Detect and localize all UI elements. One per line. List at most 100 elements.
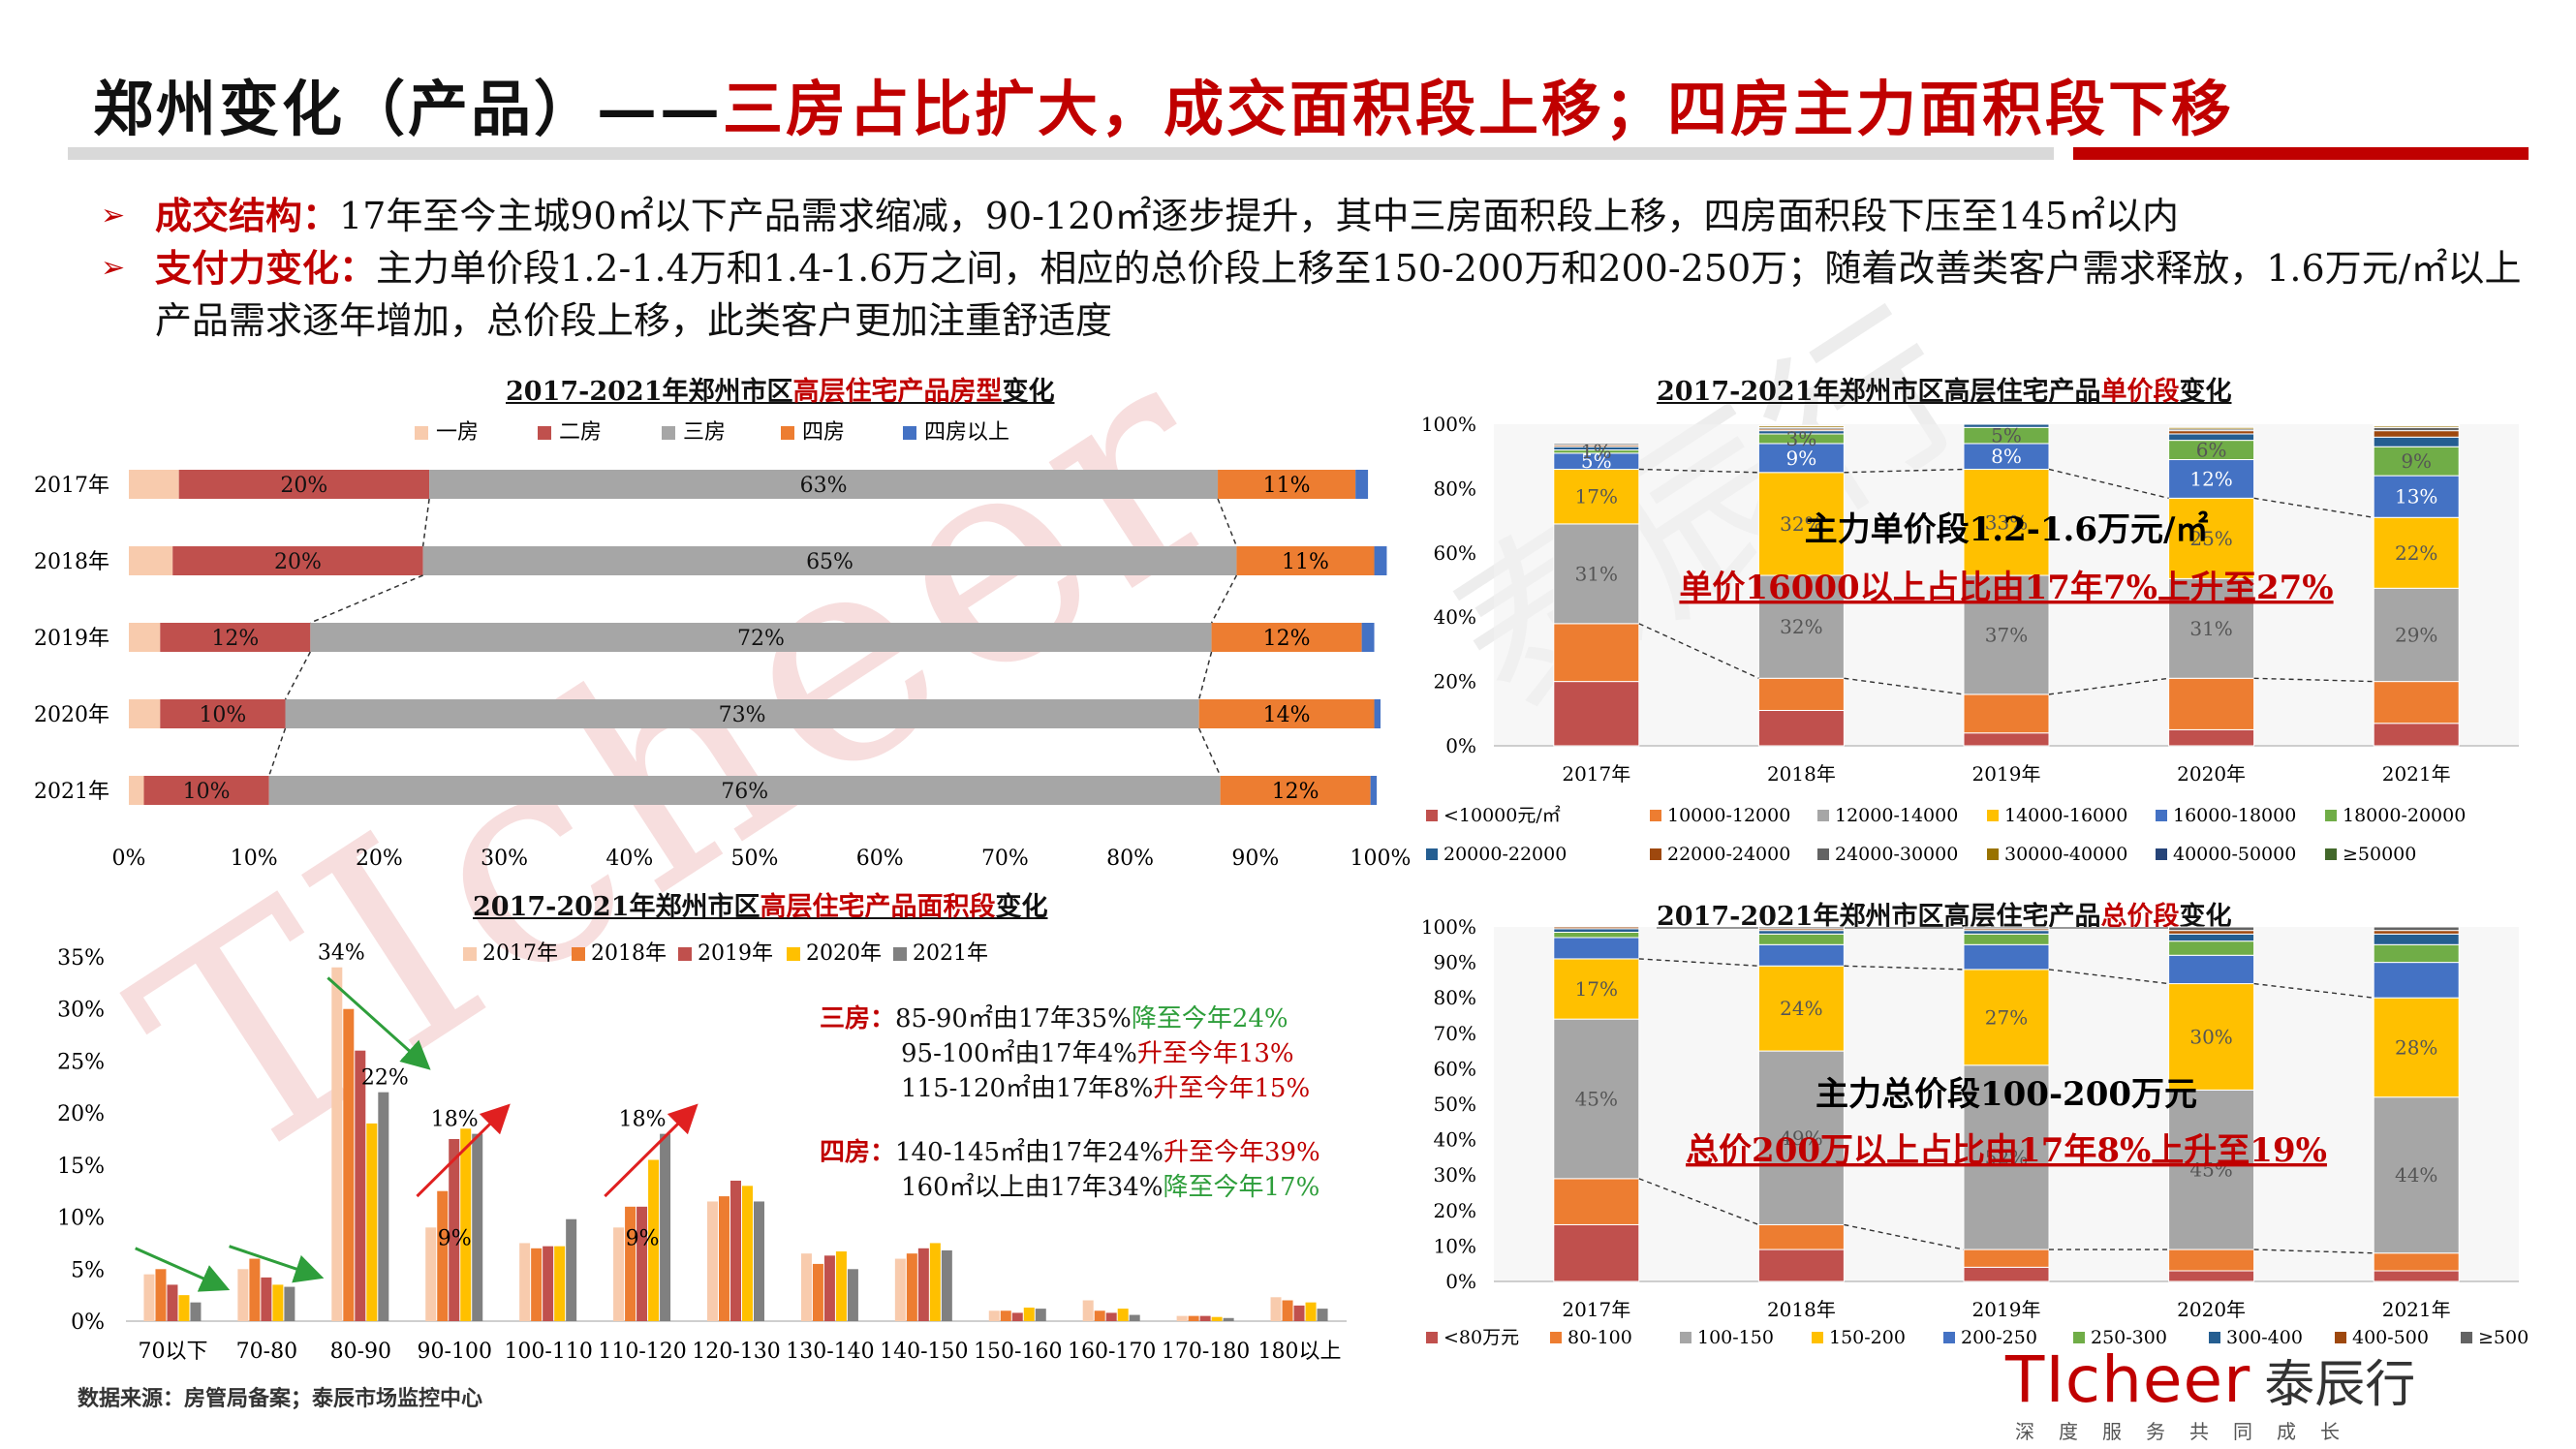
bar: [917, 1248, 929, 1321]
bar-segment: [1963, 930, 2050, 935]
category-label: 170-180: [1162, 1340, 1250, 1364]
page-title: 郑州变化（产品）——三房占比扩大，成交面积段上移；四房主力面积段下移: [93, 60, 2234, 147]
connector-line: [1844, 677, 1965, 695]
bar-segment: [2373, 1252, 2460, 1272]
connector-line: [1844, 965, 1965, 971]
legend-swatch: [2325, 810, 2337, 821]
bar-segment: [1757, 677, 1845, 711]
category-label: 2019年: [34, 627, 109, 651]
data-label: 37%: [1985, 623, 2028, 646]
legend-swatch: [415, 426, 428, 440]
data-label: 76%: [721, 780, 768, 804]
bar-segment: [2168, 459, 2255, 499]
trend-arrow: [229, 1245, 325, 1283]
bar-segment: [2373, 423, 2460, 426]
category-label: 80-90: [330, 1340, 391, 1364]
connector-line: [267, 727, 287, 777]
bar-segment: [1553, 1223, 1640, 1282]
y-tick-label: 50%: [1434, 1093, 1476, 1116]
bar-segment: [2373, 681, 2460, 724]
data-label: 12%: [211, 627, 259, 651]
bar-segment: [1553, 1178, 1640, 1225]
data-label: 30%: [2189, 1025, 2232, 1048]
legend-swatch: [1987, 848, 1999, 860]
bar-segment: [129, 470, 179, 499]
data-label: 12%: [2189, 467, 2232, 490]
bar: [167, 1284, 178, 1321]
bullet-structure: ➢ 成交结构：17年至今主城90㎡以下产品需求缩减，90-120㎡逐步提升，其中…: [101, 190, 2548, 242]
legend-label: 2021年: [913, 941, 988, 966]
bar: [190, 1302, 202, 1321]
point-label: 22%: [361, 1066, 409, 1091]
bar-segment: [2373, 587, 2460, 683]
bar-segment: [1220, 776, 1371, 805]
connector-line: [2048, 677, 2169, 695]
bar-segment: [2168, 940, 2255, 956]
bar-segment: [310, 623, 1212, 652]
data-label: 11%: [1263, 474, 1311, 498]
data-label: 1%: [1581, 440, 1612, 463]
bar-segment: [2168, 497, 2255, 579]
legend-swatch: [2335, 1332, 2346, 1343]
legend-swatch: [903, 426, 916, 440]
y-tick-label: 0%: [1445, 1270, 1476, 1293]
point-label: 18%: [619, 1108, 667, 1132]
data-source: 数据来源：房管局备案；泰辰市场监控中心: [78, 1386, 483, 1411]
bar-segment: [1374, 699, 1381, 728]
bar: [929, 1243, 941, 1321]
bar-segment: [2373, 516, 2460, 589]
bar-segment: [1757, 933, 1845, 945]
bar-segment: [160, 623, 311, 652]
bar-segment: [1374, 546, 1387, 575]
data-label: 17%: [1575, 977, 1618, 1001]
x-tick-label: 60%: [856, 847, 904, 871]
legend-swatch: [1426, 848, 1438, 860]
y-tick-label: 40%: [1434, 1128, 1476, 1152]
bar-segment: [2373, 926, 2460, 932]
data-label: 49%: [1780, 1126, 1822, 1150]
legend-label: 2017年: [482, 941, 558, 966]
bar-segment: [1553, 1018, 1640, 1180]
bar: [1223, 1317, 1234, 1321]
bar-segment: [2168, 1249, 2255, 1272]
bar-segment: [1236, 546, 1375, 575]
bar: [554, 1246, 566, 1321]
legend-swatch: [678, 947, 692, 961]
data-label: 6%: [2196, 439, 2227, 462]
bar: [730, 1180, 741, 1321]
bar-segment: [2373, 723, 2460, 747]
bar: [625, 1206, 636, 1321]
bar-segment: [1963, 694, 2050, 734]
legend-swatch: [787, 947, 800, 961]
bar: [178, 1295, 190, 1321]
legend-label: 三房: [683, 420, 726, 445]
bar-segment: [1757, 443, 1845, 474]
legend-label: 20000-22000: [1443, 844, 1567, 865]
data-label: 27%: [1985, 1005, 2028, 1029]
connector-line: [421, 498, 430, 547]
bar-segment: [1757, 926, 1845, 930]
bar: [1000, 1310, 1011, 1321]
bar-segment: [1553, 926, 1640, 930]
bar-segment: [2168, 983, 2255, 1091]
category-label: 2018年: [1767, 1298, 1836, 1321]
bar-segment: [1963, 732, 2050, 747]
y-tick-label: 80%: [1434, 477, 1476, 500]
bar: [343, 1008, 355, 1321]
data-label: 10%: [199, 703, 246, 727]
callout-text: 主力总价段100-200万元: [1816, 1075, 2197, 1114]
point-label: 18%: [431, 1108, 479, 1132]
data-label: 33%: [1985, 510, 2028, 534]
legend-label: 40000-50000: [2173, 844, 2296, 865]
data-label: 72%: [737, 627, 785, 651]
bar: [1117, 1309, 1129, 1321]
legend-label: 12000-14000: [1835, 805, 1958, 826]
y-tick-label: 15%: [57, 1155, 105, 1179]
data-label: 44%: [2395, 1163, 2437, 1187]
bar: [355, 1050, 366, 1321]
legend-label: 24000-30000: [1835, 844, 1958, 865]
bar-segment: [2373, 943, 2460, 964]
connector-line: [1844, 1223, 1965, 1250]
category-label: 2020年: [34, 703, 109, 727]
data-label: 28%: [2395, 1035, 2437, 1059]
